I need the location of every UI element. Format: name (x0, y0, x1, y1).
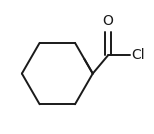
Text: O: O (103, 14, 113, 28)
Text: Cl: Cl (131, 49, 144, 62)
